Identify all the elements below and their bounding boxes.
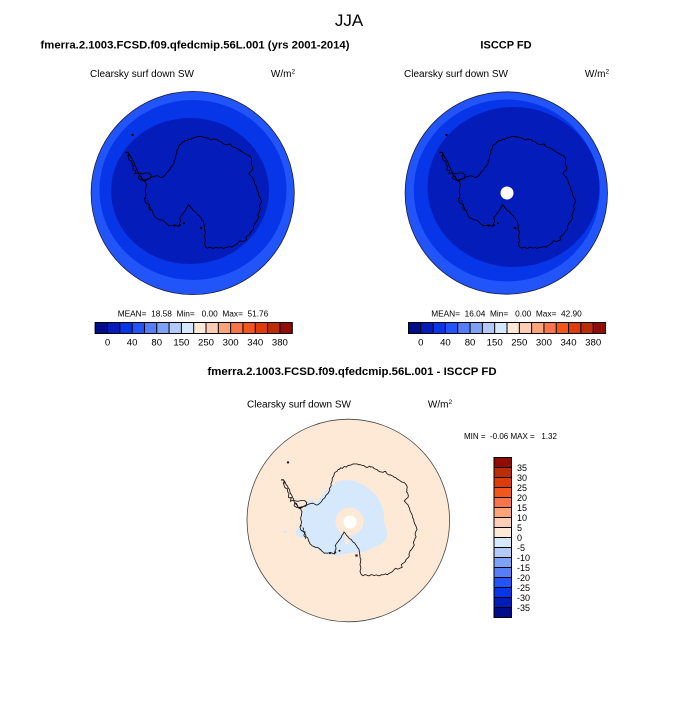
svg-text:340: 340 [561, 337, 577, 348]
svg-text:80: 80 [151, 337, 162, 348]
svg-text:0: 0 [105, 337, 110, 348]
svg-text:MEAN= 18.58 Min= 0.00 Max: MEAN= 18.58 Min= 0.00 Max= 51.76 [118, 308, 269, 318]
svg-text:40: 40 [127, 337, 138, 348]
svg-text:0: 0 [517, 533, 522, 543]
svg-text:JJA: JJA [335, 11, 364, 30]
svg-text:-10: -10 [517, 553, 530, 563]
svg-text:MIN = -0.06 MAX = 1.32: MIN = -0.06 MAX = 1.32 [464, 432, 557, 441]
svg-text:Clearsky surf down SW: Clearsky surf down SW [90, 69, 194, 80]
svg-text:250: 250 [198, 337, 214, 348]
svg-text:300: 300 [536, 337, 552, 348]
svg-text:ISCCP FD: ISCCP FD [480, 39, 531, 51]
svg-text:380: 380 [272, 337, 288, 348]
svg-text:300: 300 [223, 337, 239, 348]
svg-text:W/m2: W/m2 [428, 399, 453, 411]
svg-text:-15: -15 [517, 563, 530, 573]
svg-text:10: 10 [517, 513, 527, 523]
svg-text:MEAN= 16.04 Min= 0.00 Max: MEAN= 16.04 Min= 0.00 Max= 42.90 [431, 308, 582, 318]
svg-text:30: 30 [517, 473, 527, 483]
svg-text:W/m2: W/m2 [585, 69, 610, 81]
svg-text:340: 340 [247, 337, 263, 348]
svg-text:fmerra.2.1003.FCSD.f09.qfedcmi: fmerra.2.1003.FCSD.f09.qfedcmip.56L.001 … [207, 366, 496, 378]
svg-text:15: 15 [517, 503, 527, 513]
svg-text:150: 150 [173, 337, 189, 348]
svg-text:-30: -30 [517, 593, 530, 603]
svg-text:5: 5 [517, 523, 522, 533]
svg-text:-20: -20 [517, 573, 530, 583]
svg-text:380: 380 [585, 337, 601, 348]
svg-text:-5: -5 [517, 543, 525, 553]
svg-text:fmerra.2.1003.FCSD.f09.qfedcmi: fmerra.2.1003.FCSD.f09.qfedcmip.56L.001 … [41, 39, 350, 51]
svg-text:35: 35 [517, 463, 527, 473]
svg-text:40: 40 [440, 337, 451, 348]
svg-text:150: 150 [487, 337, 503, 348]
svg-text:Clearsky surf down SW: Clearsky surf down SW [404, 69, 508, 80]
svg-text:25: 25 [517, 483, 527, 493]
svg-text:80: 80 [465, 337, 476, 348]
svg-text:20: 20 [517, 493, 527, 503]
svg-text:0: 0 [418, 337, 423, 348]
svg-text:Clearsky surf down SW: Clearsky surf down SW [247, 400, 351, 411]
svg-text:W/m2: W/m2 [271, 69, 296, 81]
svg-text:250: 250 [511, 337, 527, 348]
svg-text:-25: -25 [517, 583, 530, 593]
svg-text:-35: -35 [517, 603, 530, 613]
